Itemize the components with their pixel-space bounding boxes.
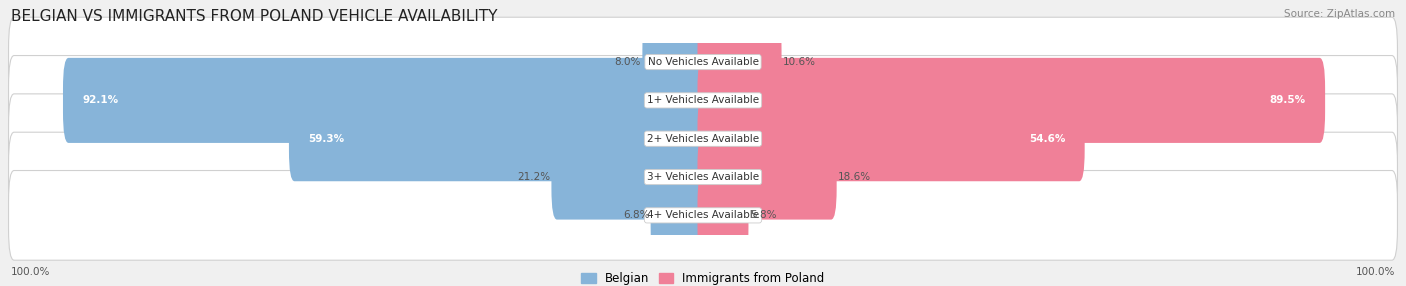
Text: 100.0%: 100.0%	[1355, 267, 1395, 277]
Text: 2+ Vehicles Available: 2+ Vehicles Available	[647, 134, 759, 144]
FancyBboxPatch shape	[697, 134, 837, 220]
Text: 21.2%: 21.2%	[517, 172, 550, 182]
FancyBboxPatch shape	[63, 58, 709, 143]
Text: 92.1%: 92.1%	[83, 96, 118, 105]
Text: BELGIAN VS IMMIGRANTS FROM POLAND VEHICLE AVAILABILITY: BELGIAN VS IMMIGRANTS FROM POLAND VEHICL…	[11, 9, 498, 23]
FancyBboxPatch shape	[697, 173, 748, 258]
Text: No Vehicles Available: No Vehicles Available	[648, 57, 758, 67]
FancyBboxPatch shape	[651, 173, 709, 258]
FancyBboxPatch shape	[8, 17, 1398, 107]
Text: 8.0%: 8.0%	[614, 57, 641, 67]
FancyBboxPatch shape	[643, 19, 709, 105]
Text: 100.0%: 100.0%	[11, 267, 51, 277]
FancyBboxPatch shape	[697, 58, 1324, 143]
Text: 3+ Vehicles Available: 3+ Vehicles Available	[647, 172, 759, 182]
FancyBboxPatch shape	[551, 134, 709, 220]
FancyBboxPatch shape	[697, 19, 782, 105]
FancyBboxPatch shape	[8, 94, 1398, 184]
Text: 54.6%: 54.6%	[1029, 134, 1066, 144]
Text: 6.8%: 6.8%	[623, 210, 650, 220]
FancyBboxPatch shape	[290, 96, 709, 181]
Legend: Belgian, Immigrants from Poland: Belgian, Immigrants from Poland	[576, 267, 830, 286]
Text: 59.3%: 59.3%	[308, 134, 344, 144]
Text: 18.6%: 18.6%	[838, 172, 872, 182]
Text: 5.8%: 5.8%	[749, 210, 776, 220]
Text: 1+ Vehicles Available: 1+ Vehicles Available	[647, 96, 759, 105]
Text: 10.6%: 10.6%	[783, 57, 815, 67]
FancyBboxPatch shape	[8, 132, 1398, 222]
FancyBboxPatch shape	[697, 96, 1084, 181]
Text: 4+ Vehicles Available: 4+ Vehicles Available	[647, 210, 759, 220]
FancyBboxPatch shape	[8, 55, 1398, 145]
Text: Source: ZipAtlas.com: Source: ZipAtlas.com	[1284, 9, 1395, 19]
Text: 89.5%: 89.5%	[1270, 96, 1306, 105]
FancyBboxPatch shape	[8, 170, 1398, 260]
